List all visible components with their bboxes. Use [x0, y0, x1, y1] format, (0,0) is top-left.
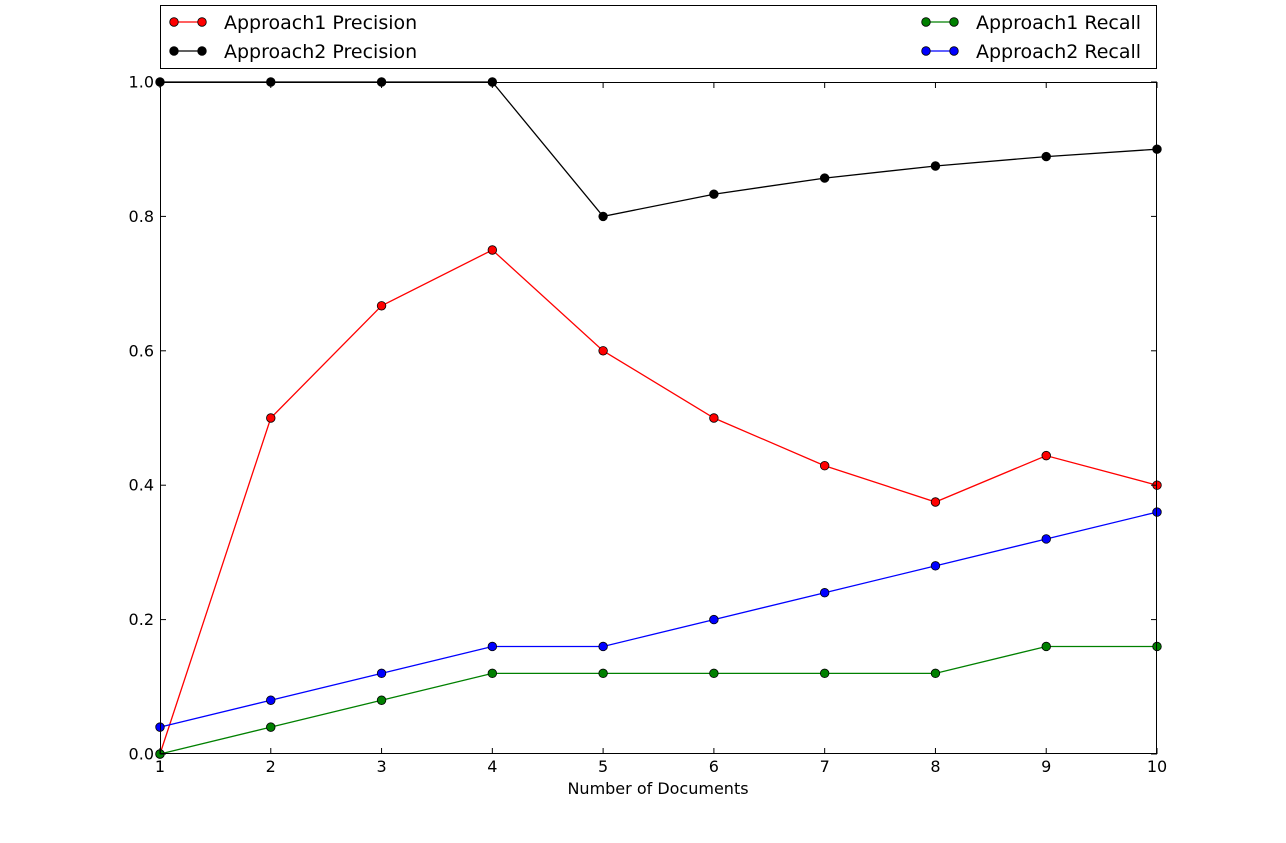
- series-line: [159, 511, 1158, 728]
- series-approach1-precision: [155, 245, 1162, 759]
- x-axis-label: Number of Documents: [567, 779, 748, 798]
- data-point: [598, 346, 608, 356]
- legend-entry: Approach1 Recall: [921, 12, 1141, 34]
- data-point: [709, 668, 719, 679]
- legend-marker: [197, 17, 207, 27]
- data-point: [709, 413, 719, 423]
- data-point: [819, 588, 830, 598]
- legend-marker: [169, 17, 179, 27]
- data-point: [598, 211, 608, 222]
- legend-label: Approach2 Recall: [976, 41, 1141, 63]
- data-point: [487, 668, 498, 679]
- legend-marker: [921, 46, 931, 56]
- x-tick-label: 3: [376, 757, 386, 776]
- data-point: [487, 641, 498, 652]
- data-point: [819, 461, 830, 471]
- data-point: [1041, 151, 1051, 162]
- series-line: [159, 645, 1157, 755]
- data-point: [266, 413, 276, 423]
- data-point: [487, 245, 498, 255]
- data-point: [1041, 534, 1051, 544]
- x-tick-label: 1: [155, 757, 165, 776]
- data-point: [598, 641, 608, 652]
- plot-frame: [160, 82, 1157, 754]
- legend-entry: Approach1 Precision: [169, 12, 417, 34]
- y-tick-label: 0.4: [129, 476, 154, 495]
- legend-marker: [921, 17, 931, 27]
- series-approach2-precision: [155, 77, 1162, 222]
- data-point: [819, 668, 830, 679]
- x-tick-label: 6: [709, 757, 719, 776]
- data-point: [930, 161, 941, 171]
- data-point: [709, 614, 719, 625]
- legend-entry: Approach2 Precision: [169, 41, 417, 63]
- data-point: [930, 497, 941, 507]
- data-point: [266, 695, 276, 705]
- x-tick-label: 9: [1041, 757, 1051, 776]
- x-tick-label: 2: [266, 757, 276, 776]
- series-approach2-recall: [155, 507, 1162, 732]
- data-point: [376, 695, 387, 705]
- legend-box: [160, 5, 1157, 69]
- x-tick-label: 5: [598, 757, 608, 776]
- legend: Approach1 Precision Approach2 Precision Ap…: [169, 12, 1141, 63]
- data-point: [376, 668, 387, 679]
- legend-label: Approach1 Recall: [976, 12, 1141, 34]
- data-point: [930, 668, 941, 679]
- legend-label: Approach1 Precision: [224, 12, 417, 34]
- x-tick-label: 7: [820, 757, 830, 776]
- y-tick-label: 0.0: [129, 745, 154, 764]
- data-point: [598, 668, 608, 679]
- series-line: [160, 81, 1158, 218]
- y-tick-label: 0.8: [129, 207, 154, 226]
- legend-label: Approach2 Precision: [224, 41, 417, 63]
- axes-ticks: 1 2 3 4 5 6 7 8 9 10 0.0 0.2 0.4 0.6 0.8 1.0: [129, 73, 1168, 777]
- legend-marker: [949, 17, 959, 27]
- x-tick-label: 8: [930, 757, 940, 776]
- data-point: [266, 722, 276, 732]
- data-point: [709, 189, 719, 199]
- y-tick-label: 0.2: [129, 610, 154, 629]
- legend-marker: [197, 46, 207, 56]
- y-tick-label: 0.6: [129, 341, 154, 360]
- data-point: [376, 301, 387, 311]
- data-point: [819, 173, 830, 183]
- data-point: [1041, 450, 1051, 461]
- x-tick-label: 10: [1147, 757, 1167, 776]
- data-point: [930, 561, 941, 571]
- y-tick-label: 1.0: [129, 73, 154, 92]
- legend-entry: Approach2 Recall: [921, 41, 1141, 63]
- series-line: [159, 249, 1158, 755]
- data-point: [1041, 641, 1051, 652]
- x-tick-label: 4: [487, 757, 497, 776]
- plot-area: [155, 77, 1162, 759]
- legend-marker: [949, 46, 959, 56]
- series-approach1-recall: [155, 641, 1162, 759]
- legend-marker: [169, 46, 179, 56]
